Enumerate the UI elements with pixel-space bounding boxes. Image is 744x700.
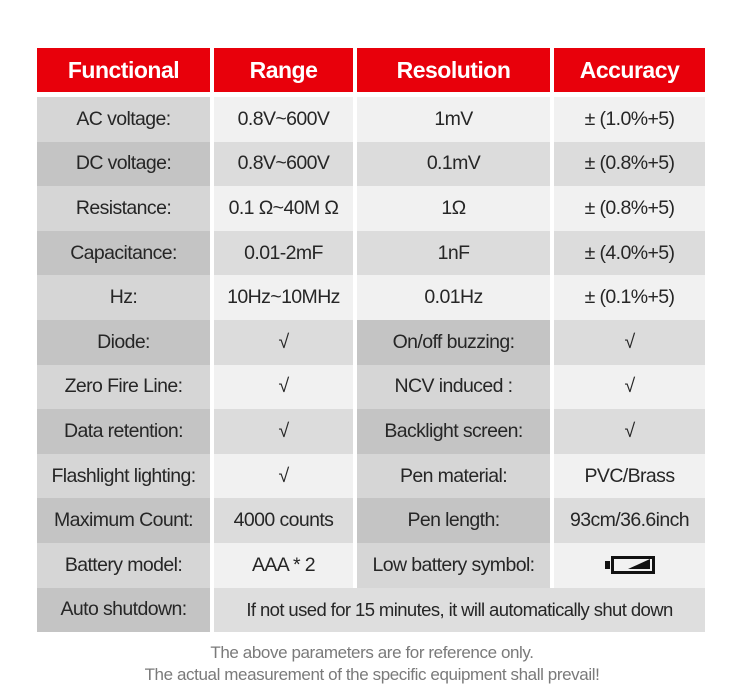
column-header: Resolution [357, 48, 550, 92]
cell-value: ± (4.0%+5) [554, 230, 705, 276]
row-label: Auto shutdown: [37, 587, 210, 633]
cell-value: √ [554, 364, 705, 410]
cell-value: ± (0.8%+5) [554, 141, 705, 187]
row-label: Flashlight lighting: [37, 453, 210, 499]
row-label: Hz: [37, 275, 210, 320]
column-header: Range [214, 48, 353, 92]
cell-value: 0.1mV [357, 141, 550, 187]
footer-note-2: The actual measurement of the specific e… [144, 665, 600, 684]
cell-value: 93cm/36.6inch [554, 498, 705, 543]
cell-value [554, 542, 705, 588]
row-label: AC voltage: [37, 97, 210, 142]
row-label: Maximum Count: [37, 498, 210, 543]
cell-value: 0.01-2mF [214, 230, 353, 276]
cell-value: √ [554, 319, 705, 365]
row-label: On/off buzzing: [357, 319, 550, 365]
row-label: Pen material: [357, 453, 550, 499]
cell-value: √ [214, 364, 353, 410]
cell-value: √ [214, 409, 353, 454]
row-label: Zero Fire Line: [37, 364, 210, 410]
row-label: DC voltage: [37, 141, 210, 187]
footer-note-1: The above parameters are for reference o… [210, 643, 534, 662]
cell-value: 0.8V~600V [214, 97, 353, 142]
row-label: Battery model: [37, 542, 210, 588]
column-header: Functional [37, 48, 210, 92]
cell-value: 0.01Hz [357, 275, 550, 320]
row-label: Backlight screen: [357, 409, 550, 454]
cell-value: √ [214, 319, 353, 365]
cell-value: 10Hz~10MHz [214, 275, 353, 320]
row-label: Low battery symbol: [357, 542, 550, 588]
cell-value: ± (0.1%+5) [554, 275, 705, 320]
row-label: Diode: [37, 319, 210, 365]
cell-value: If not used for 15 minutes, it will auto… [214, 587, 705, 633]
cell-value: AAA * 2 [214, 542, 353, 588]
spec-table: Functional Range Resolution Accuracy AC volt… [37, 48, 705, 633]
cell-value: PVC/Brass [554, 453, 705, 499]
cell-value: 0.1 Ω~40M Ω [214, 186, 353, 231]
cell-value: 1mV [357, 97, 550, 142]
low-battery-icon [604, 556, 655, 575]
cell-value: 0.8V~600V [214, 141, 353, 187]
row-label: NCV induced : [357, 364, 550, 410]
cell-value: 1Ω [357, 186, 550, 231]
row-label: Resistance: [37, 186, 210, 231]
cell-value: ± (0.8%+5) [554, 186, 705, 231]
cell-value: 1nF [357, 230, 550, 276]
row-label: Capacitance: [37, 230, 210, 276]
column-header: Accuracy [554, 48, 705, 92]
row-label: Pen length: [357, 498, 550, 543]
cell-value: √ [554, 409, 705, 454]
cell-value: 4000 counts [214, 498, 353, 543]
cell-value: ± (1.0%+5) [554, 97, 705, 142]
cell-value: √ [214, 453, 353, 499]
row-label: Data retention: [37, 409, 210, 454]
